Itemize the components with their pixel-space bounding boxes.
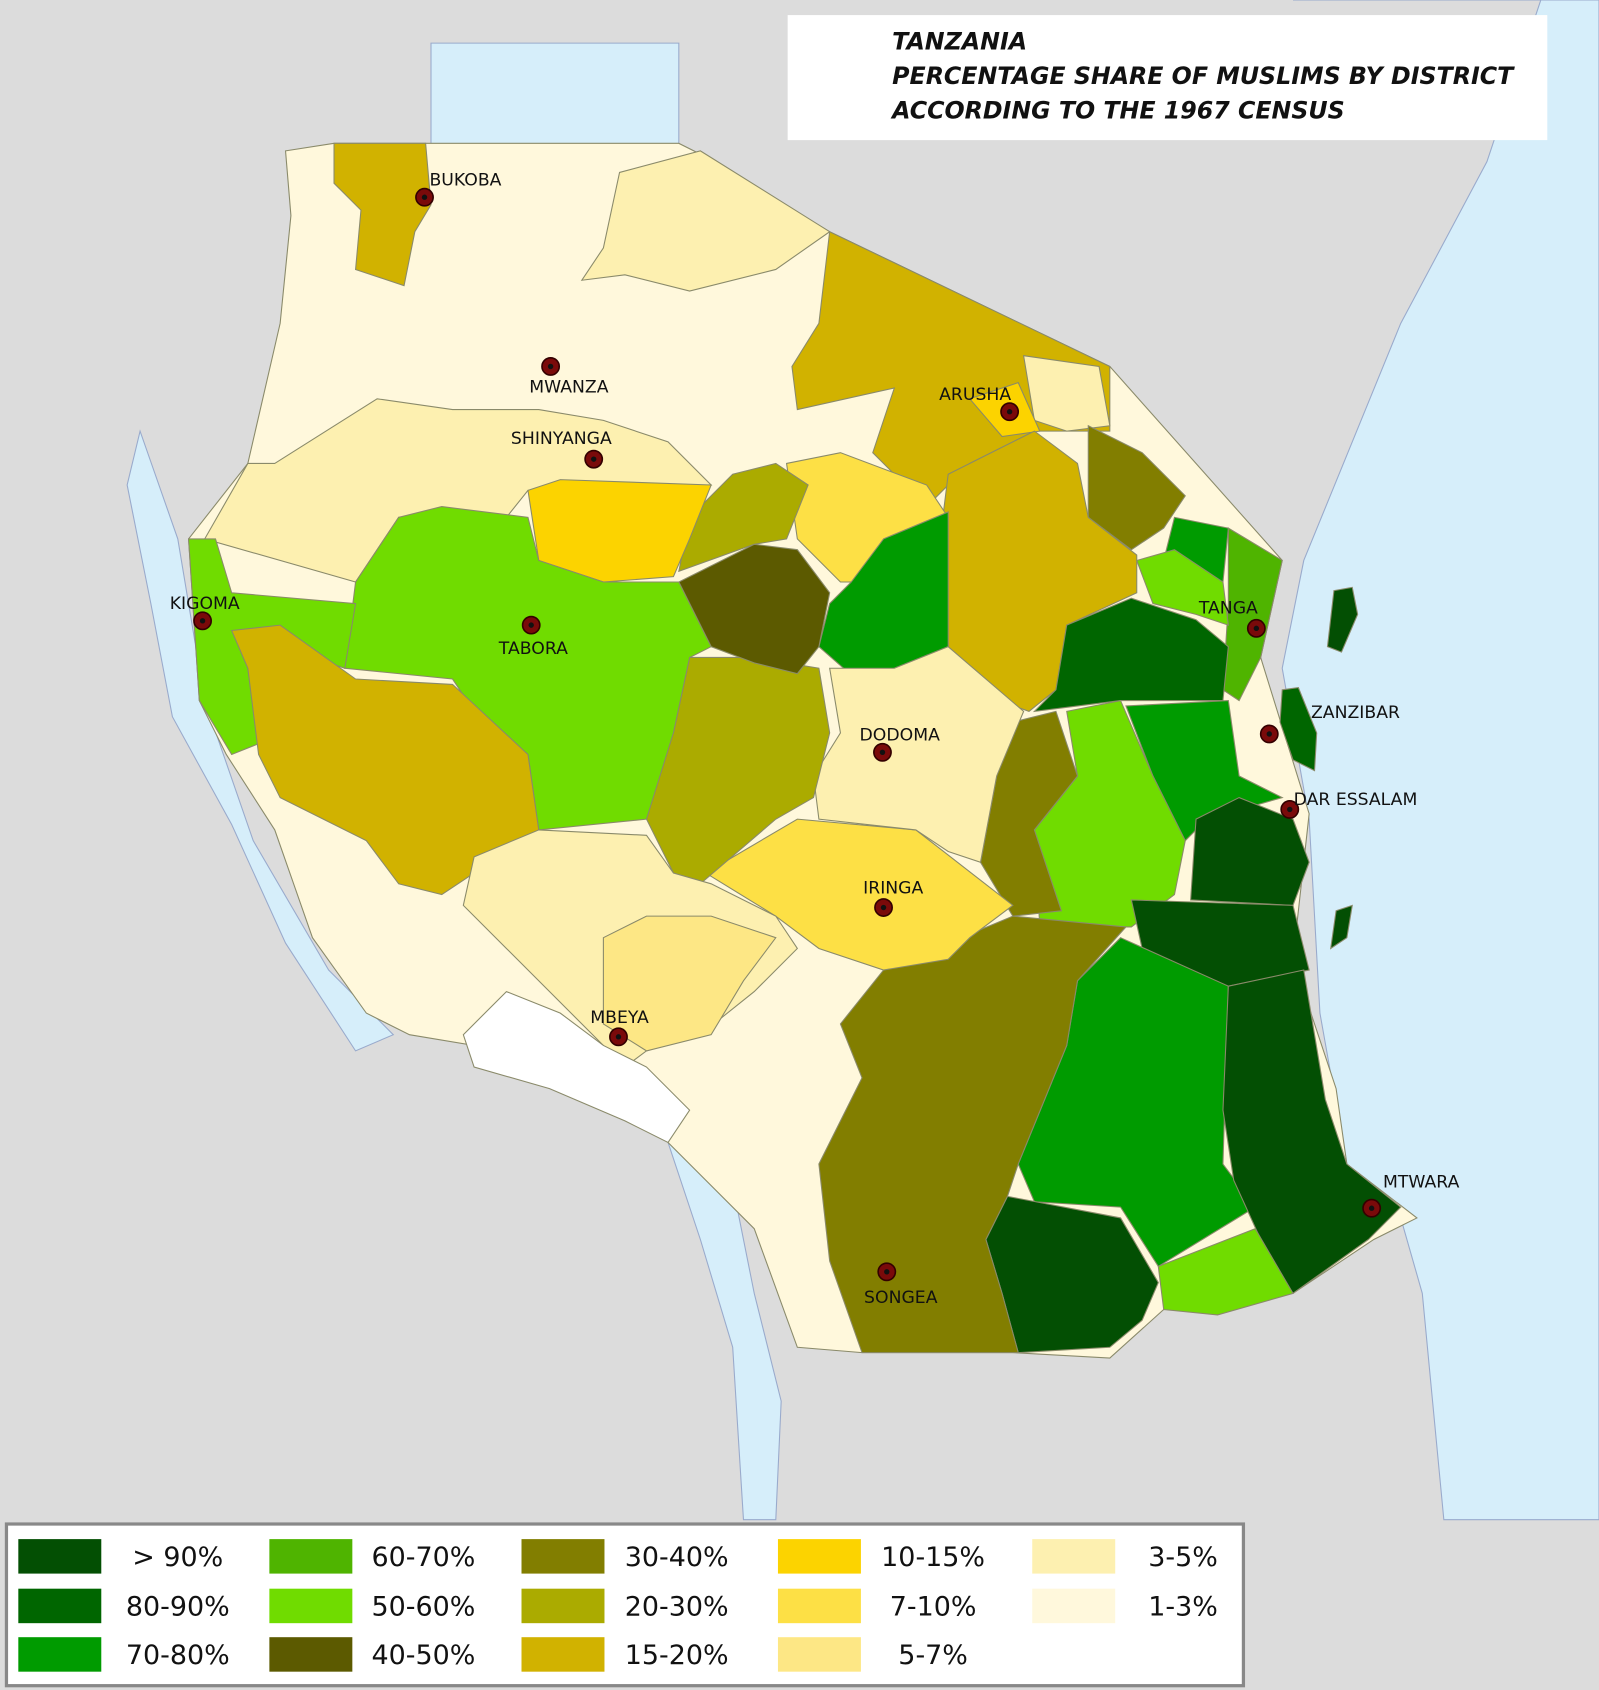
city-label: KIGOMA [170,594,240,614]
legend-label: > 90% [132,1542,223,1573]
title-line: PERCENTAGE SHARE OF MUSLIMS BY DISTRICT [892,62,1515,90]
legend-swatch [777,1637,861,1672]
legend-label: 1-3% [1148,1592,1218,1623]
city-label: IRINGA [863,878,923,898]
legend-label: 20-30% [625,1592,729,1623]
city-marker-center [199,618,206,624]
city-label: ARUSHA [939,385,1011,405]
city-label: MTWARA [1383,1173,1460,1193]
title-box [787,15,1548,141]
legend-swatch [269,1539,353,1574]
city-label: TANGA [1198,598,1258,618]
city-label: DODOMA [860,725,941,745]
legend-label: 70-80% [126,1640,230,1671]
district [333,142,432,287]
legend-label: 7-10% [890,1592,977,1623]
district [1279,687,1318,772]
city-label: DAR ESSALAM [1294,790,1418,810]
city-label: BUKOBA [429,170,501,190]
city-marker-center [884,1269,890,1275]
district [818,915,1128,1354]
legend-label: 3-5% [1148,1542,1218,1573]
city-marker-center [547,363,554,370]
legend-swatch [777,1588,861,1624]
city-marker-center [879,749,886,756]
legend-swatch [521,1637,605,1672]
legend-swatch [521,1539,605,1574]
district [1157,1228,1294,1316]
district [678,543,831,675]
legend-label: 50-60% [372,1592,476,1623]
city-marker-center [421,194,428,200]
city-marker-center [1006,409,1013,415]
legend-label: 15-20% [625,1640,729,1671]
city-label: SONGEA [864,1288,938,1308]
city-marker-center [591,456,597,462]
legend-swatch [18,1637,102,1672]
district [1330,904,1353,950]
legend-label: 60-70% [372,1542,476,1573]
district [580,150,831,292]
legend-swatch [269,1637,353,1672]
city-marker-center [1287,806,1293,813]
legend-swatch [269,1588,353,1624]
legend-swatch [521,1588,605,1624]
district [1022,355,1111,432]
cities: BUKOBA MWANZA ARUSHA SHINYANGA KIGOMA TABORA T… [170,170,1460,1308]
district [1222,969,1402,1295]
city-label: MWANZA [529,377,608,397]
city-marker-center [1253,625,1260,632]
district [1222,527,1283,702]
legend-label: 5-7% [898,1640,968,1671]
city-marker-center [1368,1205,1375,1211]
districts [187,142,1418,1359]
legend-swatch [18,1588,102,1624]
title-line: TANZANIA [892,28,1027,56]
legend-swatch [18,1539,102,1574]
city-label: SHINYANGA [511,429,612,449]
legend-swatch [777,1539,861,1574]
city-label: TABORA [498,639,568,659]
legend-label: 40-50% [372,1640,476,1671]
legend-label: 80-90% [126,1592,230,1623]
legend-label: 30-40% [625,1542,729,1573]
district [1136,549,1229,626]
legend-swatch [1032,1539,1116,1574]
district [230,624,540,896]
title-line: ACCORDING TO THE 1967 CENSUS [890,97,1345,125]
lake [667,1141,782,1521]
district [1326,586,1359,653]
city-marker-center [528,622,534,628]
district [462,990,691,1144]
city-label: MBEYA [590,1008,649,1028]
city-marker-center [615,1034,622,1040]
legend: > 90% 80-90% 70-80% 60-70% 50-60% 40-50% 30-40… [18,1539,1218,1672]
legend-label: 10-15% [881,1542,985,1573]
ocean [1281,0,1599,1521]
city-label: ZANZIBAR [1311,703,1400,723]
legend-swatch [1032,1588,1116,1624]
city-marker-center [880,904,887,911]
district [678,462,809,573]
city-marker-center [1266,731,1272,737]
district [704,818,1014,971]
district [1190,796,1310,906]
